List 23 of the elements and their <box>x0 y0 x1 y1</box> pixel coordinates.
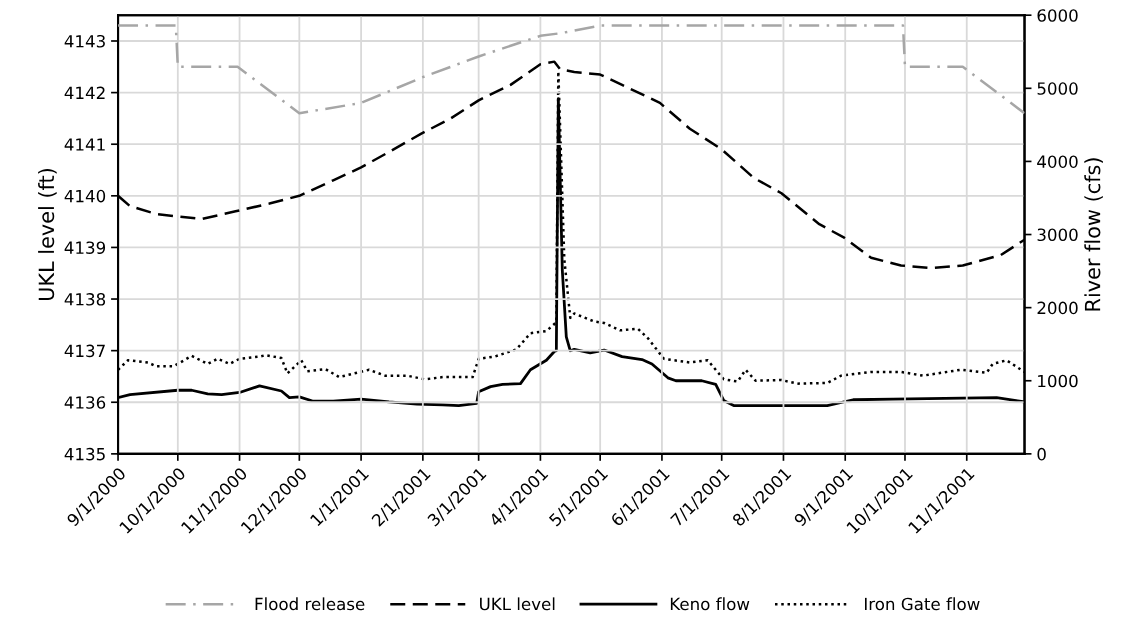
legend-label: Flood release <box>255 597 365 611</box>
y2-tick-label: 1000 <box>1038 374 1078 388</box>
y-tick-label: 4137 <box>64 344 105 358</box>
y2-tick-label: 6000 <box>1037 9 1078 22</box>
line-series <box>118 24 1025 115</box>
y2-axis-title: River flow (cfs) <box>1084 158 1103 311</box>
y-tick-label: 4143 <box>64 34 105 48</box>
y-tick-label: 4136 <box>64 396 106 409</box>
legend-label: UKL level <box>480 597 555 611</box>
y2-tick-label: 3000 <box>1037 228 1078 242</box>
y-tick-label: 4142 <box>64 86 105 99</box>
y-tick-label: 4135 <box>64 447 105 461</box>
legend-label: Keno flow <box>670 597 750 611</box>
y-tick-label: 4140 <box>64 189 106 203</box>
y2-tick-label: 5000 <box>1037 82 1078 95</box>
y-tick-label: 4139 <box>64 241 106 254</box>
legend-label: Iron Gate flow <box>864 597 980 611</box>
y-tick-label: 4138 <box>64 293 106 306</box>
y2-tick-label: 2000 <box>1037 301 1078 315</box>
y-tick-label: 4141 <box>64 138 105 151</box>
y2-tick-label: 0 <box>1037 447 1046 461</box>
y-axis-title: UKL level (ft) <box>38 168 57 301</box>
y2-tick-label: 4000 <box>1037 155 1078 168</box>
